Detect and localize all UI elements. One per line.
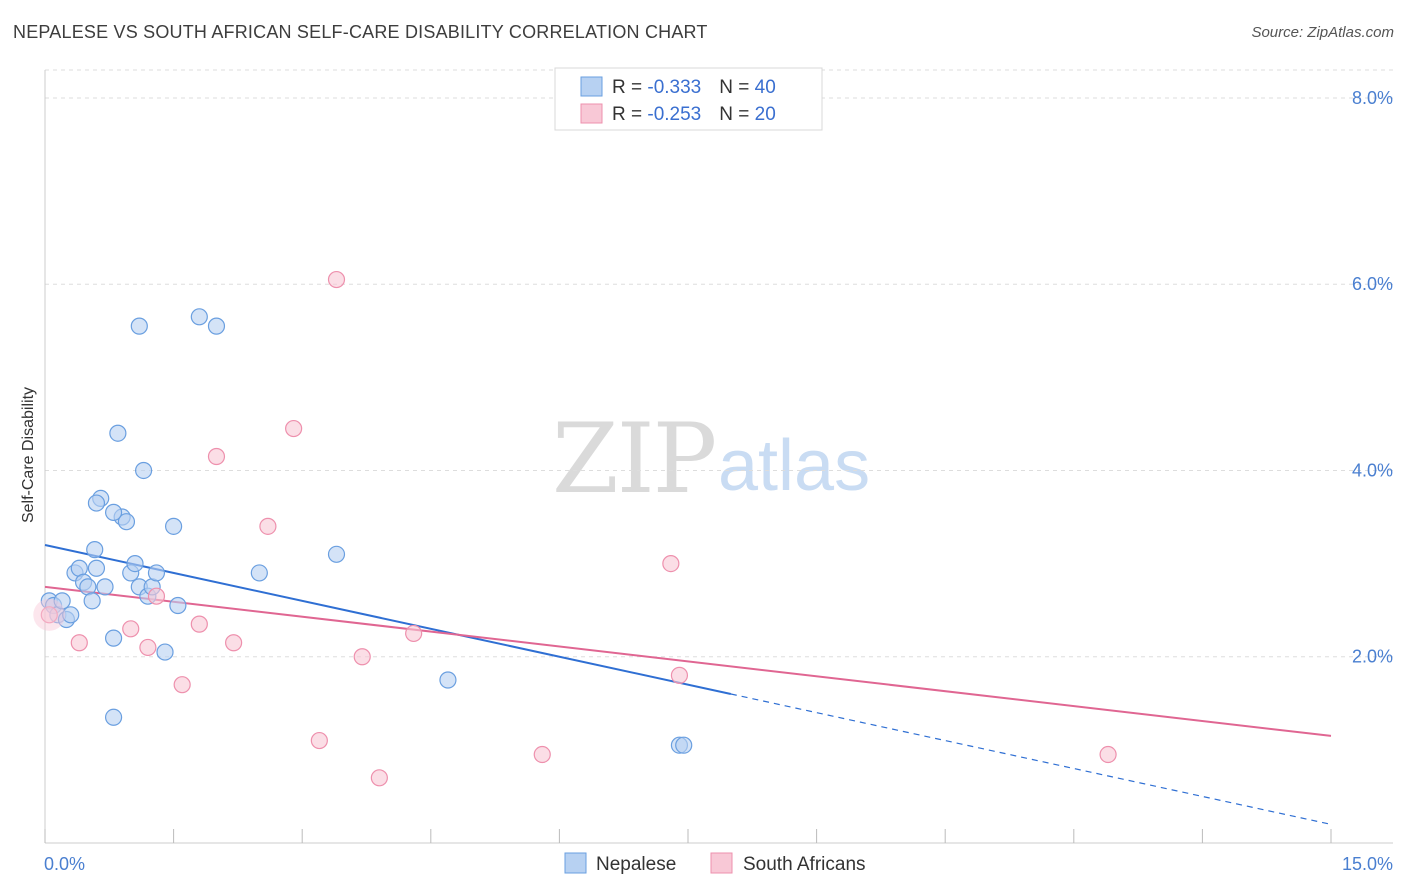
point-cluster <box>33 598 66 631</box>
point-nepalese <box>83 592 101 610</box>
point-nepalese <box>165 517 183 535</box>
point-nepalese <box>109 424 127 442</box>
point-nepalese <box>439 671 457 689</box>
point-nepalese <box>327 545 346 563</box>
y-tick-label: 8.0% <box>1352 88 1393 108</box>
legend-n-label: N = <box>719 104 754 125</box>
point-south-africans <box>310 731 328 750</box>
trend-line-south-africans <box>44 585 1332 737</box>
trend-lines <box>44 543 1332 825</box>
point-nepalese <box>53 592 71 610</box>
point-south-africans <box>173 676 191 694</box>
y-tick-label: 4.0% <box>1352 460 1393 480</box>
legend-r-value: -0.253 <box>647 104 701 125</box>
point-south-africans <box>662 555 680 573</box>
point-south-africans <box>259 517 277 535</box>
point-nepalese <box>207 317 226 335</box>
y-axis-label: Self-Care Disability <box>20 387 37 523</box>
point-south-africans <box>353 648 371 666</box>
series-legend-swatch-nepalese <box>564 852 587 874</box>
watermark-zip: ZIP <box>552 403 715 515</box>
data-points <box>33 270 1117 787</box>
point-south-africans <box>670 666 689 684</box>
y-tick-label: 2.0% <box>1352 647 1393 667</box>
point-nepalese <box>250 564 268 582</box>
chart-title: NEPALESE VS SOUTH AFRICAN SELF-CARE DISA… <box>13 22 708 42</box>
point-nepalese <box>147 564 166 582</box>
legend-swatch-nepalese <box>580 76 603 97</box>
point-nepalese <box>96 578 114 596</box>
legend-n-label: N = <box>719 77 754 98</box>
legend-r-value: -0.333 <box>647 77 701 98</box>
legend-row-south-africans: R = -0.253 N = 20 <box>612 104 776 125</box>
legend-n-value: 40 <box>755 77 776 98</box>
watermark-atlas: atlas <box>718 426 870 506</box>
point-south-africans <box>40 606 58 624</box>
x-tick-label-min: 0.0% <box>44 854 85 874</box>
point-nepalese <box>190 308 208 326</box>
point-south-africans <box>147 587 166 605</box>
trend-line-nepalese-extension <box>730 693 1332 825</box>
gridlines <box>45 69 1393 658</box>
point-nepalese <box>156 643 174 661</box>
point-south-africans <box>327 270 346 289</box>
point-nepalese <box>675 736 693 754</box>
point-nepalese <box>104 708 123 726</box>
point-nepalese <box>126 555 144 573</box>
x-tick-label-max: 15.0% <box>1342 854 1393 874</box>
point-nepalese <box>104 503 123 521</box>
series-legend-label-south-africans: South Africans <box>743 854 866 875</box>
source-credit: Source: ZipAtlas.com <box>1251 24 1394 41</box>
point-south-africans <box>122 620 140 638</box>
point-south-africans <box>190 615 208 633</box>
legend-row-nepalese: R = -0.333 N = 40 <box>612 77 776 98</box>
point-south-africans <box>207 447 226 466</box>
point-nepalese <box>134 461 153 480</box>
point-south-africans <box>370 769 388 787</box>
point-nepalese <box>87 559 106 577</box>
point-nepalese <box>117 513 136 531</box>
point-nepalese <box>169 596 187 615</box>
y-tick-labels: 2.0% 4.0% 6.0% 8.0% <box>1352 88 1393 667</box>
legend-n-value: 20 <box>755 104 776 125</box>
legend-r-label: R = <box>612 104 647 125</box>
point-south-africans <box>1099 745 1117 764</box>
point-nepalese <box>86 541 104 559</box>
point-nepalese <box>104 629 123 647</box>
axes <box>44 70 1393 844</box>
series-legend-label-nepalese: Nepalese <box>596 854 676 875</box>
point-south-africans <box>70 634 88 652</box>
point-south-africans <box>405 624 423 643</box>
stats-legend: R = -0.333 N = 40 R = -0.253 N = 20 <box>554 67 823 131</box>
legend-r-label: R = <box>612 77 647 98</box>
point-nepalese <box>87 494 106 512</box>
point-nepalese <box>130 317 148 335</box>
trend-line-nepalese <box>44 543 732 695</box>
y-tick-label: 6.0% <box>1352 274 1393 294</box>
point-south-africans <box>285 419 303 438</box>
point-south-africans <box>533 745 551 764</box>
point-south-africans <box>139 638 157 657</box>
series-legend: Nepalese South Africans <box>564 852 866 875</box>
series-legend-swatch-south-africans <box>710 852 733 874</box>
legend-swatch-south-africans <box>580 103 603 124</box>
point-nepalese <box>62 606 80 624</box>
point-south-africans <box>225 634 243 652</box>
